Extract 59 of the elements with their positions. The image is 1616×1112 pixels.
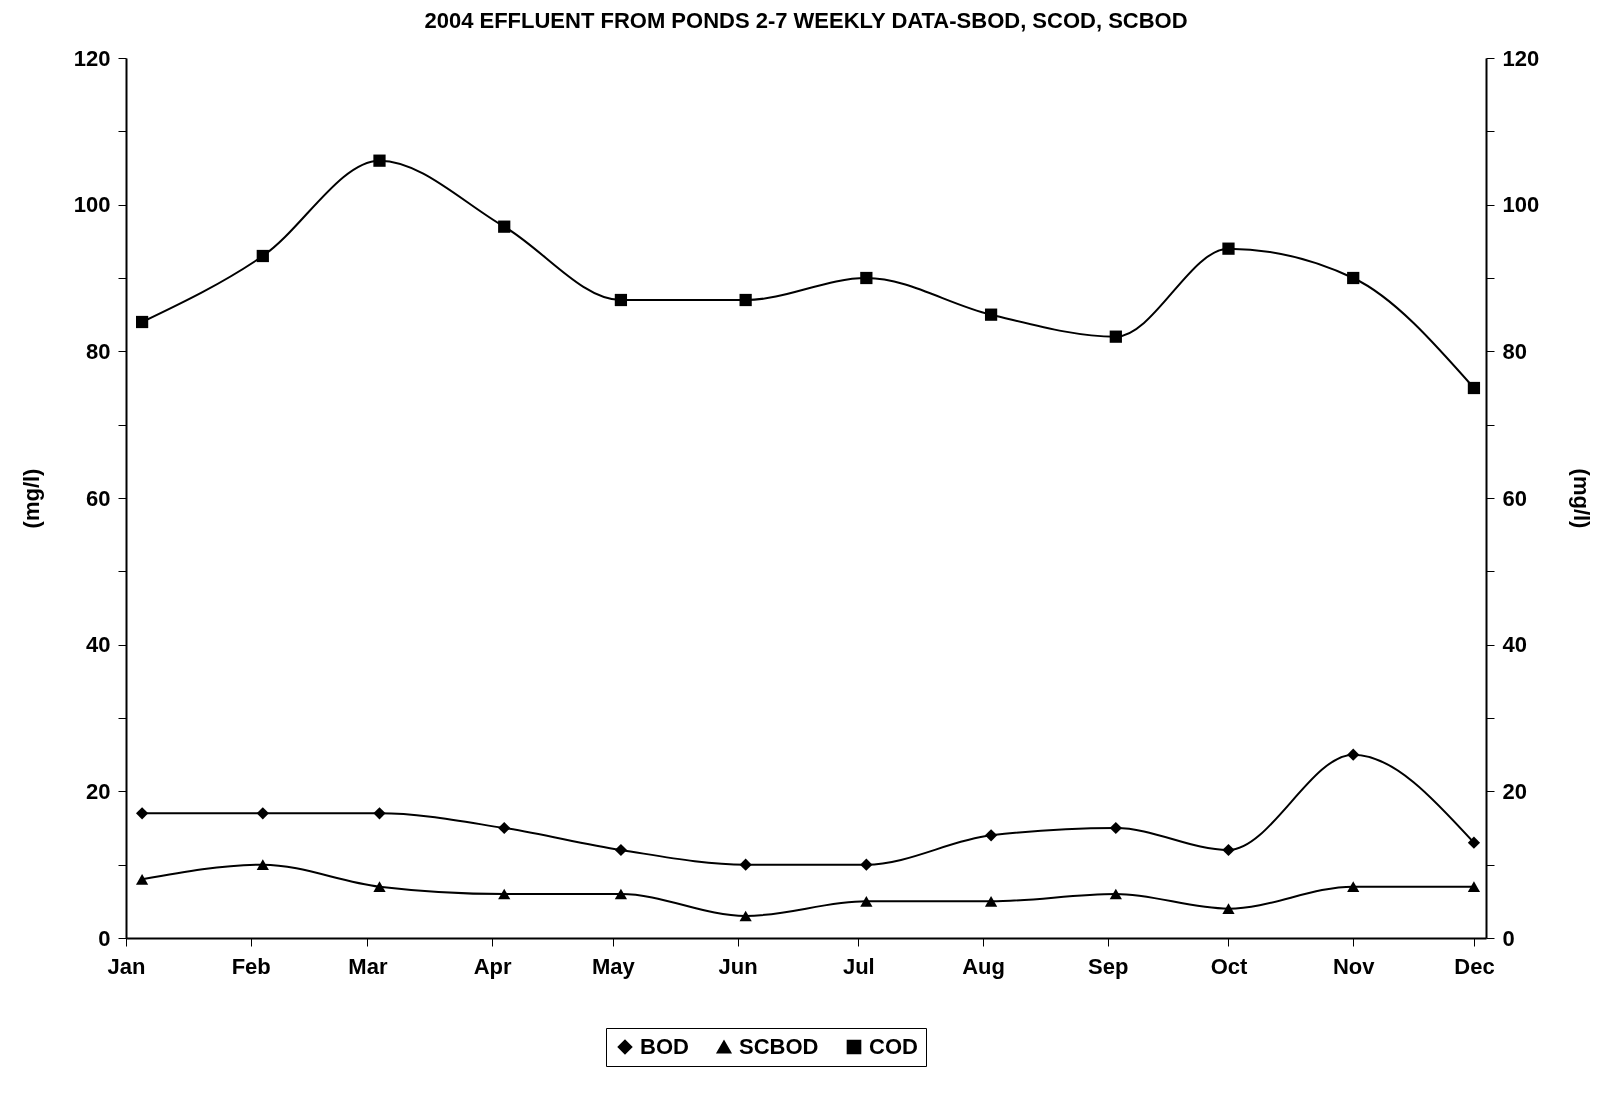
point bbox=[135, 874, 149, 885]
point bbox=[135, 807, 149, 820]
x-tick-label: Oct bbox=[1210, 953, 1248, 979]
point bbox=[984, 308, 998, 321]
point bbox=[498, 888, 511, 900]
y2-tick-label: 80 bbox=[1502, 338, 1527, 364]
point bbox=[614, 293, 628, 307]
point bbox=[614, 888, 628, 900]
x-tick-label: Feb bbox=[231, 953, 271, 979]
point bbox=[498, 821, 511, 835]
y2-tick-label: 0 bbox=[1502, 925, 1515, 951]
point bbox=[256, 249, 269, 263]
y-tick-label: 20 bbox=[86, 778, 111, 804]
x-tick-label: Nov bbox=[1332, 953, 1376, 979]
x-tick-label: Jul bbox=[842, 953, 875, 979]
point bbox=[1467, 881, 1481, 892]
legend-label: BOD bbox=[640, 1034, 689, 1059]
y-tick-label: 80 bbox=[86, 338, 111, 364]
x-tick-label: Jan bbox=[107, 953, 146, 979]
x-tick-label: Sep bbox=[1088, 953, 1129, 979]
point bbox=[614, 843, 628, 857]
legend-label: SCBOD bbox=[739, 1034, 819, 1059]
x-tick-label: Dec bbox=[1454, 953, 1495, 979]
point bbox=[739, 293, 752, 307]
point bbox=[256, 807, 269, 820]
y-axis-title: (mg/l) bbox=[18, 468, 44, 529]
point bbox=[1109, 821, 1122, 835]
point bbox=[1347, 748, 1360, 761]
y-tick-label: 100 bbox=[73, 192, 111, 218]
point bbox=[1467, 836, 1481, 849]
point bbox=[984, 896, 998, 907]
chart-title: 2004 EFFLUENT FROM PONDS 2-7 WEEKLY DATA-SBOD, SCOD, SCBOD bbox=[424, 8, 1188, 33]
point bbox=[1109, 330, 1122, 343]
point bbox=[1467, 381, 1481, 395]
y2-axis-title: (mg/l) bbox=[1569, 468, 1595, 529]
y-tick-label: 40 bbox=[86, 632, 111, 658]
x-tick-label: Aug bbox=[962, 953, 1005, 979]
y-tick-label: 0 bbox=[98, 925, 111, 951]
y-tick-label: 60 bbox=[86, 485, 111, 511]
point bbox=[256, 859, 269, 870]
y2-tick-label: 120 bbox=[1502, 45, 1540, 71]
point bbox=[135, 315, 149, 329]
point bbox=[498, 220, 511, 233]
x-tick-label: May bbox=[591, 953, 636, 979]
y2-tick-label: 40 bbox=[1502, 632, 1527, 658]
legend-label: COD bbox=[869, 1034, 918, 1059]
x-tick-label: Jun bbox=[718, 953, 758, 979]
x-tick-label: Mar bbox=[348, 953, 388, 979]
point bbox=[1109, 888, 1122, 900]
point bbox=[984, 829, 998, 842]
point bbox=[1222, 843, 1235, 857]
x-tick-label: Apr bbox=[473, 953, 513, 979]
y2-tick-label: 60 bbox=[1502, 485, 1527, 511]
y2-tick-label: 100 bbox=[1502, 192, 1540, 218]
point bbox=[1347, 881, 1360, 892]
point bbox=[1347, 271, 1360, 285]
point bbox=[860, 271, 873, 285]
y-tick-label: 120 bbox=[73, 45, 111, 71]
y2-tick-label: 20 bbox=[1502, 778, 1527, 804]
